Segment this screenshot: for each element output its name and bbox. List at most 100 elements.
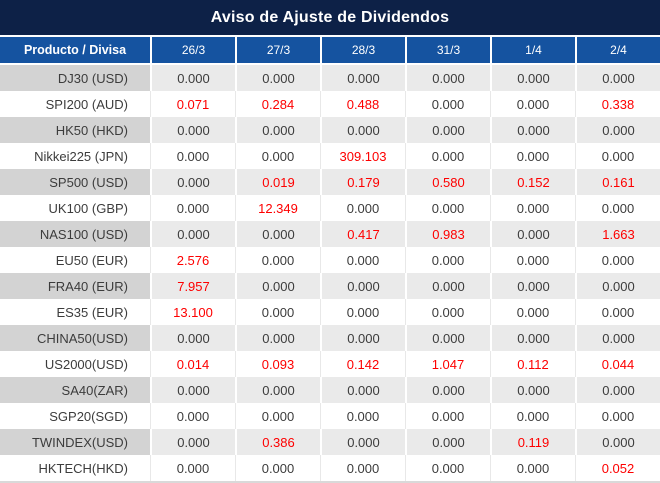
value-cell: 0.000 [320, 429, 405, 455]
table-row: EU50 (EUR) 2.576 0.000 0.000 0.000 0.000 0.000 [0, 247, 660, 273]
value-cell: 0.000 [405, 455, 490, 481]
column-header-date: 28/3 [320, 37, 405, 63]
row-label: EU50 (EUR) [0, 247, 150, 273]
value-cell: 0.000 [490, 273, 575, 299]
value-cell: 0.000 [575, 247, 660, 273]
value-cell: 0.000 [405, 117, 490, 143]
value-cell: 309.103 [320, 143, 405, 169]
value-cell: 0.000 [490, 247, 575, 273]
value-cell: 0.000 [150, 195, 235, 221]
value-cell: 0.000 [235, 403, 320, 429]
value-cell: 0.000 [575, 403, 660, 429]
column-header-product: Producto / Divisa [23, 43, 127, 57]
table-row: US2000(USD) 0.014 0.093 0.142 1.047 0.112 0.04… [0, 351, 660, 377]
value-cell: 0.000 [490, 195, 575, 221]
value-cell: 0.000 [235, 325, 320, 351]
row-label: SPI200 (AUD) [0, 91, 150, 117]
table-row: Nikkei225 (JPN) 0.000 0.000 309.103 0.000 0.0… [0, 143, 660, 169]
value-cell: 0.000 [575, 195, 660, 221]
value-cell: 0.000 [490, 91, 575, 117]
value-cell: 0.000 [320, 247, 405, 273]
value-cell: 0.000 [405, 429, 490, 455]
value-cell: 0.580 [405, 169, 490, 195]
value-cell: 0.000 [405, 299, 490, 325]
table-row: TWINDEX(USD) 0.000 0.386 0.000 0.000 0.119 0.0… [0, 429, 660, 455]
value-cell: 0.000 [150, 429, 235, 455]
value-cell: 0.000 [490, 455, 575, 481]
value-cell: 0.000 [320, 273, 405, 299]
value-cell: 0.000 [575, 377, 660, 403]
value-cell: 0.000 [405, 195, 490, 221]
value-cell: 0.000 [235, 117, 320, 143]
value-cell: 0.000 [575, 117, 660, 143]
row-label: SGP20(SGD) [0, 403, 150, 429]
value-cell: 0.052 [575, 455, 660, 481]
header-separator [0, 63, 660, 65]
value-cell: 0.000 [405, 143, 490, 169]
value-cell: 0.000 [235, 221, 320, 247]
value-cell: 0.000 [235, 247, 320, 273]
value-cell: 0.000 [405, 65, 490, 91]
value-cell: 0.000 [490, 403, 575, 429]
table-row: CHINA50(USD) 0.000 0.000 0.000 0.000 0.000 0.0… [0, 325, 660, 351]
value-cell: 0.000 [490, 65, 575, 91]
row-label: DJ30 (USD) [0, 65, 150, 91]
value-cell: 0.019 [235, 169, 320, 195]
value-cell: 0.000 [235, 299, 320, 325]
row-label: NAS100 (USD) [0, 221, 150, 247]
value-cell: 0.000 [320, 377, 405, 403]
value-cell: 13.100 [150, 299, 235, 325]
value-cell: 0.000 [490, 299, 575, 325]
value-cell: 0.000 [320, 325, 405, 351]
value-cell: 0.000 [405, 377, 490, 403]
row-label: HKTECH(HKD) [0, 455, 150, 481]
table-row: NAS100 (USD) 0.000 0.000 0.417 0.983 0.000 1.6… [0, 221, 660, 247]
table-row: DJ30 (USD) 0.000 0.000 0.000 0.000 0.000 0.000 [0, 65, 660, 91]
row-label: TWINDEX(USD) [0, 429, 150, 455]
value-cell: 0.119 [490, 429, 575, 455]
value-cell: 0.000 [575, 143, 660, 169]
value-cell: 0.000 [150, 143, 235, 169]
value-cell: 0.093 [235, 351, 320, 377]
value-cell: 0.000 [150, 117, 235, 143]
value-cell: 0.338 [575, 91, 660, 117]
value-cell: 0.000 [150, 65, 235, 91]
row-label: US2000(USD) [0, 351, 150, 377]
value-cell: 0.179 [320, 169, 405, 195]
value-cell: 1.663 [575, 221, 660, 247]
value-cell: 0.000 [490, 143, 575, 169]
value-cell: 0.161 [575, 169, 660, 195]
value-cell: 0.000 [320, 195, 405, 221]
value-cell: 12.349 [235, 195, 320, 221]
value-cell: 0.142 [320, 351, 405, 377]
value-cell: 0.044 [575, 351, 660, 377]
value-cell: 0.000 [490, 221, 575, 247]
value-cell: 0.000 [235, 273, 320, 299]
value-cell: 0.417 [320, 221, 405, 247]
table-row: SPI200 (AUD) 0.071 0.284 0.488 0.000 0.000 0.3… [0, 91, 660, 117]
value-cell: 0.000 [320, 65, 405, 91]
column-header-date: 26/3 [150, 37, 235, 63]
value-cell: 0.112 [490, 351, 575, 377]
row-label: CHINA50(USD) [0, 325, 150, 351]
value-cell: 0.000 [150, 169, 235, 195]
value-cell: 0.000 [575, 325, 660, 351]
value-cell: 0.000 [150, 325, 235, 351]
value-cell: 0.152 [490, 169, 575, 195]
title-separator [0, 35, 660, 37]
row-label: SA40(ZAR) [0, 377, 150, 403]
value-cell: 0.000 [575, 429, 660, 455]
value-cell: 1.047 [405, 351, 490, 377]
value-cell: 0.000 [320, 117, 405, 143]
value-cell: 0.000 [150, 221, 235, 247]
table-row: HKTECH(HKD) 0.000 0.000 0.000 0.000 0.000 0.05… [0, 455, 660, 481]
value-cell: 0.000 [320, 299, 405, 325]
value-cell: 0.000 [150, 377, 235, 403]
value-cell: 0.000 [405, 247, 490, 273]
value-cell: 0.000 [490, 377, 575, 403]
row-label: ES35 (EUR) [0, 299, 150, 325]
table-row: SGP20(SGD) 0.000 0.000 0.000 0.000 0.000 0.000 [0, 403, 660, 429]
table-header-row: Producto / Divisa 26/3 27/3 28/3 31/3 1/4 2/4 [0, 37, 660, 63]
value-cell: 0.000 [575, 299, 660, 325]
value-cell: 0.000 [235, 65, 320, 91]
